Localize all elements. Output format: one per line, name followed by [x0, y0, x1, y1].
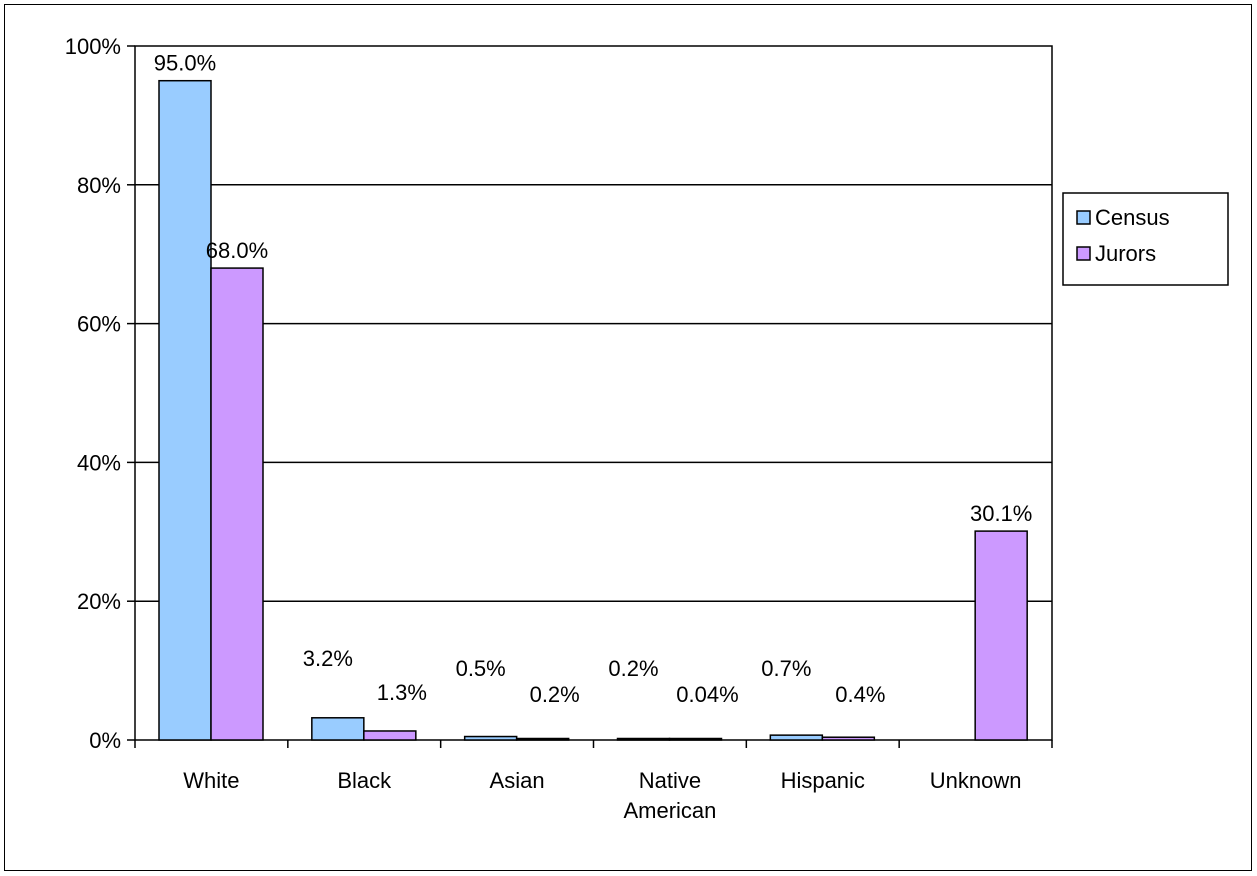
x-category-label: White — [183, 768, 239, 793]
legend-label-jurors: Jurors — [1095, 241, 1156, 266]
x-category-label: American — [623, 798, 716, 823]
x-category-label: Asian — [490, 768, 545, 793]
y-tick-label: 40% — [77, 450, 121, 475]
data-labels: 95.0% 3.2% 0.5% 0.2% 0.7% 68.0% 1.3% 0.2% 0.04% 0… — [154, 51, 1033, 707]
x-category-label: Hispanic — [781, 768, 865, 793]
legend-box — [1062, 192, 1229, 286]
data-label-census: 3.2% — [303, 646, 353, 671]
bar-census — [463, 735, 518, 741]
legend-swatch-census — [1076, 210, 1091, 225]
y-tick-label: 80% — [77, 173, 121, 198]
legend: Census Jurors — [1062, 192, 1229, 286]
bar-jurors — [668, 737, 723, 741]
bar-census — [158, 79, 212, 741]
y-tick-label: 100% — [65, 34, 121, 59]
x-category-label: Unknown — [930, 768, 1022, 793]
legend-label-census: Census — [1095, 205, 1170, 230]
data-label-census: 0.5% — [456, 656, 506, 681]
y-tick-label: 60% — [77, 312, 121, 337]
bar-census — [616, 737, 671, 741]
x-category-label: Native — [639, 768, 701, 793]
bar-jurors — [821, 736, 876, 741]
data-label-jurors: 68.0% — [206, 238, 268, 263]
bars — [158, 79, 1028, 741]
axes: 0% 20% 40% 60% 80% 100% White Black Asian Native A… — [65, 34, 1053, 823]
data-label-census: 0.2% — [608, 656, 658, 681]
data-label-jurors: 1.3% — [377, 680, 427, 705]
legend-swatch-jurors — [1076, 246, 1091, 261]
bar-jurors — [210, 267, 264, 741]
y-tick-label: 0% — [89, 728, 121, 753]
bar-census — [769, 734, 824, 741]
data-label-jurors: 0.4% — [835, 682, 885, 707]
x-category-label: Black — [337, 768, 392, 793]
data-label-jurors: 30.1% — [970, 501, 1032, 526]
plot-area — [134, 45, 1053, 741]
bar-census — [311, 717, 365, 741]
data-label-jurors: 0.2% — [530, 682, 580, 707]
gridlines — [134, 45, 1053, 741]
data-label-census: 95.0% — [154, 51, 216, 76]
y-tick-label: 20% — [77, 589, 121, 614]
data-label-census: 0.7% — [761, 656, 811, 681]
bar-jurors — [515, 737, 570, 741]
data-label-jurors: 0.04% — [676, 682, 738, 707]
bar-jurors — [974, 530, 1028, 741]
bar-jurors — [363, 730, 417, 741]
